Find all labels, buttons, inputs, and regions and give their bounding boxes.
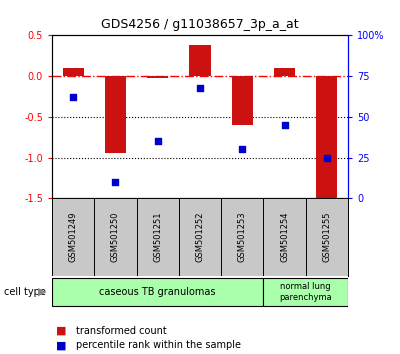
Text: ■: ■ [56, 326, 66, 336]
Text: cell type: cell type [4, 287, 46, 297]
Text: transformed count: transformed count [76, 326, 167, 336]
Bar [62, 68, 84, 76]
Text: GSM501252: GSM501252 [196, 212, 204, 262]
Text: GSM501251: GSM501251 [153, 212, 162, 262]
Point [324, 155, 330, 160]
Bar [105, 76, 126, 154]
Bar [190, 45, 210, 76]
Bar [52, 278, 264, 306]
Text: GSM501249: GSM501249 [69, 212, 78, 262]
Text: GDS4256 / g11038657_3p_a_at: GDS4256 / g11038657_3p_a_at [101, 18, 299, 31]
Text: GSM501250: GSM501250 [111, 212, 120, 262]
Point [239, 147, 246, 152]
Bar [316, 76, 338, 206]
Bar [147, 76, 168, 78]
Bar [264, 278, 348, 306]
Text: GSM501254: GSM501254 [280, 212, 289, 262]
Bar [274, 68, 295, 76]
Bar [232, 76, 253, 125]
Point [112, 179, 119, 185]
Text: caseous TB granulomas: caseous TB granulomas [100, 287, 216, 297]
Text: normal lung
parenchyma: normal lung parenchyma [279, 282, 332, 302]
Point [281, 122, 288, 128]
Point [197, 85, 203, 90]
Text: GSM501253: GSM501253 [238, 212, 247, 263]
Text: ▶: ▶ [38, 287, 46, 297]
Point [154, 138, 161, 144]
Text: ■: ■ [56, 340, 66, 350]
Point [70, 95, 76, 100]
Text: percentile rank within the sample: percentile rank within the sample [76, 340, 241, 350]
Text: GSM501255: GSM501255 [322, 212, 331, 262]
